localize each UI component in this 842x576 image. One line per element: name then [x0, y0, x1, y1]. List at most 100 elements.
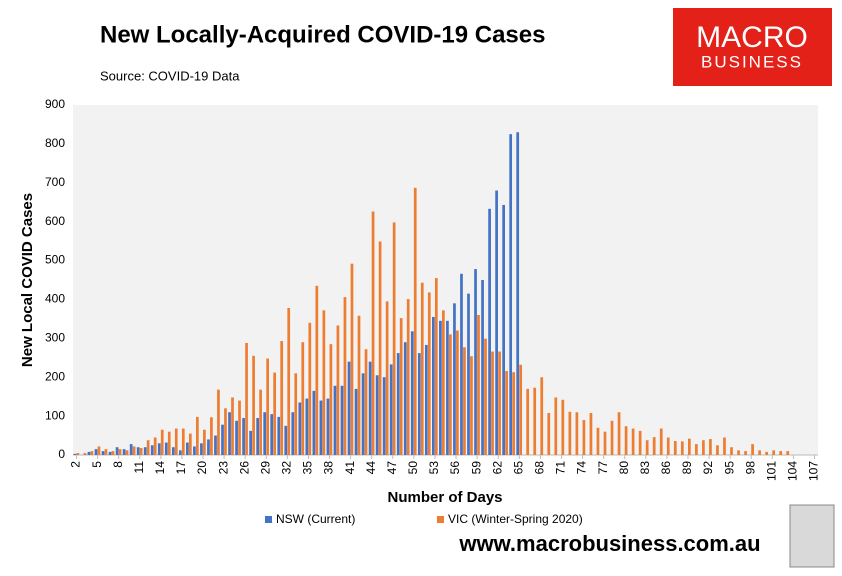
bar [73, 453, 77, 455]
legend-label: NSW (Current) [276, 512, 355, 526]
bar [470, 356, 473, 455]
bar [406, 299, 410, 455]
bar [765, 451, 769, 455]
bar [603, 431, 607, 455]
x-tick-label: 26 [237, 461, 251, 475]
bar [132, 446, 136, 455]
chart-subtitle: Source: COVID-19 Data [100, 68, 240, 83]
x-tick-label: 95 [722, 461, 736, 475]
bar [210, 417, 213, 455]
legend-swatch [437, 516, 444, 523]
y-tick-label: 700 [45, 175, 65, 189]
bar [188, 433, 192, 455]
bar [256, 418, 260, 455]
bar [263, 412, 267, 455]
bar [301, 342, 305, 455]
bar [396, 353, 400, 455]
bar [83, 453, 87, 455]
bar [575, 412, 579, 455]
y-axis-label: New Local COVID Cases [19, 193, 36, 367]
bar [610, 420, 614, 455]
x-tick-label: 29 [258, 461, 272, 475]
x-tick-label: 8 [111, 461, 125, 468]
bar [680, 441, 684, 455]
bar [333, 385, 337, 455]
bar [157, 443, 161, 455]
bar [350, 263, 354, 455]
bar [410, 331, 414, 455]
x-tick-label: 107 [807, 461, 821, 481]
x-tick-label: 50 [406, 461, 420, 475]
bar [125, 450, 129, 455]
bar [76, 453, 80, 455]
y-tick-label: 300 [45, 331, 65, 345]
bar [547, 413, 551, 455]
bar [589, 413, 593, 455]
bar [336, 325, 340, 455]
x-tick-label: 89 [680, 461, 694, 475]
bar [403, 342, 407, 455]
bar [195, 416, 199, 455]
bar [385, 301, 389, 455]
bar [87, 451, 91, 455]
bar [347, 361, 351, 455]
bar [737, 450, 740, 455]
bar [252, 355, 255, 455]
bar [723, 437, 726, 455]
y-tick-label: 100 [45, 408, 65, 422]
bar [178, 450, 182, 455]
legend-label: VIC (Winter-Spring 2020) [448, 512, 583, 526]
bar [186, 442, 189, 455]
bar [673, 441, 677, 455]
bar [446, 320, 449, 455]
bar [427, 292, 431, 455]
x-tick-label: 98 [743, 461, 757, 475]
bar [424, 344, 428, 455]
bar [322, 310, 326, 455]
bar [238, 400, 241, 455]
bar [242, 418, 245, 455]
bar [786, 451, 790, 455]
bar [115, 447, 119, 455]
bar [371, 211, 375, 455]
bar [305, 398, 309, 455]
bar [624, 426, 628, 455]
bar [477, 315, 480, 455]
y-tick-label: 800 [45, 136, 65, 150]
bar [108, 451, 112, 455]
bar [659, 428, 663, 455]
logo-text: MACRO [696, 21, 808, 54]
x-tick-label: 83 [638, 461, 652, 475]
bar [174, 428, 178, 455]
bar [221, 424, 224, 455]
x-tick-label: 32 [280, 461, 294, 475]
bar [449, 334, 452, 455]
bar [245, 343, 248, 455]
bar [150, 445, 154, 455]
bar [291, 412, 295, 455]
x-axis-label: Number of Days [387, 489, 502, 506]
wolf-icon [789, 504, 835, 568]
website: www.macrobusiness.com.au [458, 531, 760, 556]
bar [364, 349, 368, 455]
bar [456, 330, 459, 455]
bar [399, 318, 403, 455]
chart-title: New Locally-Acquired COVID-19 Cases [100, 21, 545, 48]
y-tick-label: 200 [45, 369, 65, 383]
logo-text: BUSINESS [701, 52, 803, 71]
bar [354, 388, 358, 455]
bar [709, 439, 712, 455]
bar [638, 430, 642, 455]
bar [687, 438, 691, 455]
x-tick-label: 101 [764, 461, 778, 481]
bar [439, 320, 442, 455]
bar [568, 411, 572, 455]
bar [224, 408, 227, 455]
x-tick-label: 53 [427, 461, 441, 475]
x-tick-label: 11 [132, 461, 146, 474]
bar [582, 420, 586, 455]
bar [382, 377, 386, 455]
x-tick-label: 44 [364, 461, 378, 475]
legend-swatch [265, 516, 272, 523]
